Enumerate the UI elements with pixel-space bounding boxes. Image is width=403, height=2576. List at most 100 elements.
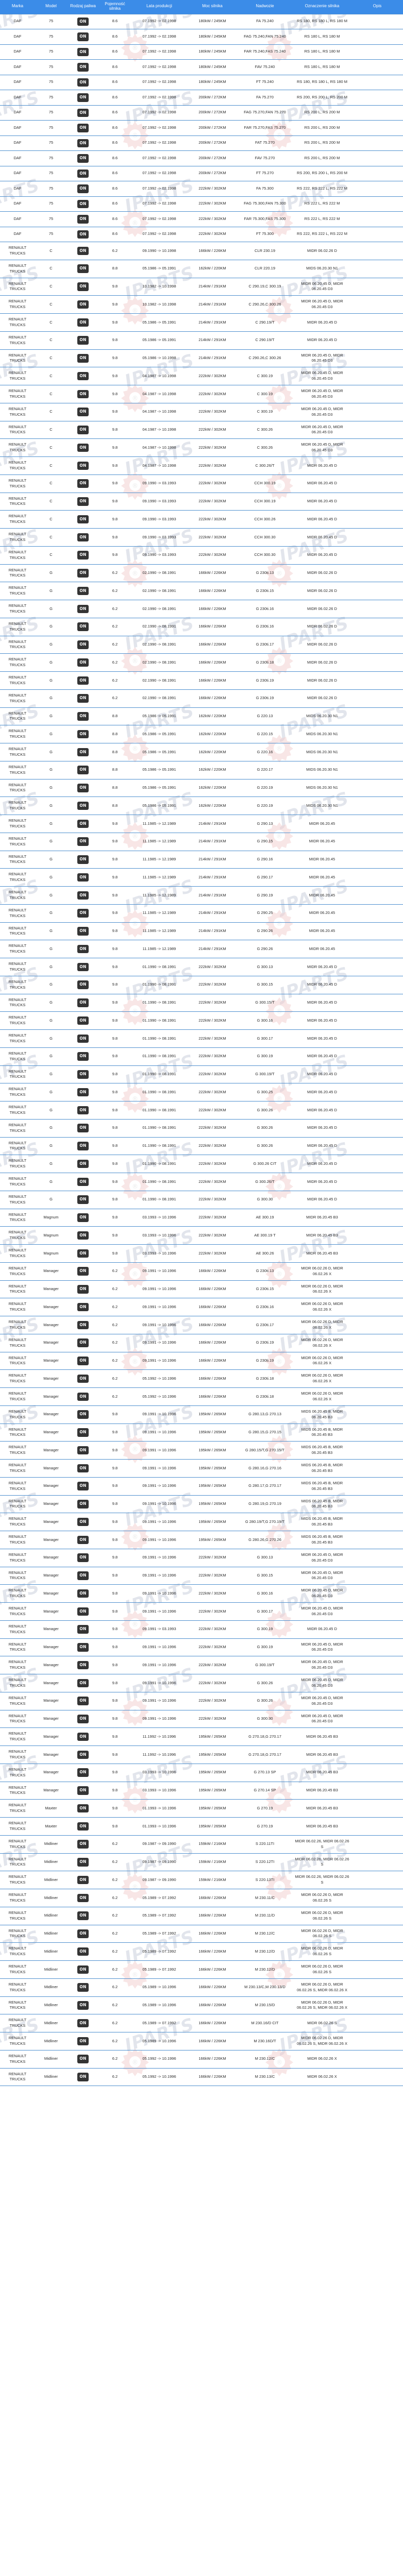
table-row[interactable]: RENAULT TRUCKS C ON 9.8 10.1982 -> 10.1998 21… [0,277,403,296]
column-header-engine[interactable]: Oznaczenie silnika [293,0,351,14]
table-row[interactable]: RENAULT TRUCKS C ON 6.2 09.1990 -> 10.1998 16… [0,242,403,260]
table-row[interactable]: RENAULT TRUCKS C ON 9.8 05.1986 -> 05.1991 21… [0,331,403,350]
table-row[interactable]: RENAULT TRUCKS Midliner ON 6.2 09.1987 -> 09… [0,1835,403,1854]
table-row[interactable]: RENAULT TRUCKS Manager ON 9.8 09.1991 -> 10.… [0,1709,403,1728]
table-row[interactable]: RENAULT TRUCKS Manager ON 6.2 05.1992 -> 10.… [0,1387,403,1406]
table-row[interactable]: RENAULT TRUCKS G ON 9.8 01.1990 -> 08.1991 22… [0,958,403,976]
table-row[interactable]: RENAULT TRUCKS G ON 6.2 02.1990 -> 08.1991 16… [0,582,403,601]
table-row[interactable]: RENAULT TRUCKS G ON 9.8 11.1985 -> 12.1989 21… [0,922,403,941]
table-row[interactable]: RENAULT TRUCKS Manager ON 9.8 09.1991 -> 10.… [0,1638,403,1657]
table-row[interactable]: RENAULT TRUCKS Manager ON 9.8 09.1991 -> 10.… [0,1691,403,1710]
table-row[interactable]: RENAULT TRUCKS Manager ON 9.8 09.1991 -> 10.… [0,1423,403,1442]
table-row[interactable]: RENAULT TRUCKS Midliner ON 6.2 05.1992 -> 10… [0,2049,403,2069]
table-row[interactable]: RENAULT TRUCKS G ON 9.8 01.1990 -> 08.1991 22… [0,1190,403,1209]
table-row[interactable]: DAF 75 ON 8.6 07.1992 -> 02.1998 200kW / 272K… [0,165,403,182]
column-header-years[interactable]: Lata produkcji [131,0,188,14]
table-row[interactable]: RENAULT TRUCKS G ON 8.8 05.1986 -> 05.1991 16… [0,796,403,816]
table-row[interactable]: RENAULT TRUCKS Midliner ON 6.2 05.1989 -> 10… [0,1996,403,2015]
table-row[interactable]: RENAULT TRUCKS G ON 6.2 02.1990 -> 08.1991 16… [0,600,403,618]
table-row[interactable]: RENAULT TRUCKS Manager ON 6.2 09.1991 -> 10.… [0,1262,403,1281]
table-row[interactable]: RENAULT TRUCKS G ON 9.8 11.1985 -> 12.1989 21… [0,815,403,833]
table-row[interactable]: RENAULT TRUCKS Manager ON 9.8 03.1993 -> 10.… [0,1763,403,1782]
table-row[interactable]: RENAULT TRUCKS Manager ON 9.8 11.1992 -> 10.… [0,1745,403,1764]
table-row[interactable]: RENAULT TRUCKS G ON 9.8 01.1990 -> 08.1991 22… [0,1011,403,1030]
table-row[interactable]: DAF 75 ON 8.6 07.1992 -> 02.1998 180kW / 245K… [0,59,403,75]
column-header-body[interactable]: Nadwozie [237,0,293,14]
table-row[interactable]: DAF 75 ON 8.6 07.1992 -> 02.1998 222kW / 302K… [0,211,403,227]
table-row[interactable]: RENAULT TRUCKS G ON 9.8 01.1990 -> 08.1991 22… [0,1029,403,1048]
table-row[interactable]: RENAULT TRUCKS Maxter ON 9.8 01.1993 -> 10.1… [0,1817,403,1836]
table-row[interactable]: RENAULT TRUCKS G ON 6.2 02.1990 -> 08.1991 16… [0,671,403,690]
table-row[interactable]: RENAULT TRUCKS Manager ON 6.2 09.1991 -> 10.… [0,1280,403,1299]
table-row[interactable]: RENAULT TRUCKS Manager ON 9.8 09.1991 -> 10.… [0,1674,403,1692]
table-row[interactable]: RENAULT TRUCKS Manager ON 6.2 09.1991 -> 10.… [0,1333,403,1352]
table-row[interactable]: RENAULT TRUCKS G ON 8.8 05.1986 -> 05.1991 16… [0,778,403,798]
table-row[interactable]: RENAULT TRUCKS Midliner ON 6.2 05.1989 -> 07… [0,1906,403,1925]
table-row[interactable]: RENAULT TRUCKS C ON 8.8 05.1986 -> 05.1991 16… [0,259,403,278]
table-row[interactable]: RENAULT TRUCKS C ON 9.8 04.1987 -> 10.1998 22… [0,456,403,475]
table-row[interactable]: RENAULT TRUCKS Magnum ON 9.8 03.1993 -> 10.1… [0,1244,403,1263]
table-row[interactable]: RENAULT TRUCKS Manager ON 9.8 09.1991 -> 10.… [0,1656,403,1675]
table-row[interactable]: RENAULT TRUCKS C ON 9.8 09.1990 -> 03.1993 22… [0,510,403,529]
table-row[interactable]: DAF 75 ON 8.6 07.1992 -> 02.1998 222kW / 302K… [0,196,403,212]
table-row[interactable]: RENAULT TRUCKS G ON 9.8 11.1985 -> 12.1989 21… [0,832,403,851]
table-row[interactable]: RENAULT TRUCKS G ON 6.2 02.1990 -> 08.1991 16… [0,653,403,672]
table-row[interactable]: RENAULT TRUCKS Manager ON 9.8 09.1991 -> 10.… [0,1531,403,1549]
table-row[interactable]: RENAULT TRUCKS Manager ON 9.8 09.1991 -> 10.… [0,1405,403,1424]
table-row[interactable]: RENAULT TRUCKS C ON 9.8 09.1990 -> 03.1993 22… [0,546,403,565]
table-row[interactable]: RENAULT TRUCKS G ON 6.2 02.1990 -> 08.1991 16… [0,617,403,636]
table-row[interactable]: RENAULT TRUCKS Midliner ON 6.2 05.1989 -> 07… [0,1889,403,1907]
table-row[interactable]: RENAULT TRUCKS Manager ON 9.8 09.1991 -> 10.… [0,1602,403,1621]
table-row[interactable]: RENAULT TRUCKS Midliner ON 6.2 05.1989 -> 07… [0,1960,403,1979]
table-row[interactable]: RENAULT TRUCKS Manager ON 9.8 09.1991 -> 03.… [0,1620,403,1639]
table-row[interactable]: RENAULT TRUCKS G ON 9.8 11.1985 -> 12.1989 21… [0,850,403,869]
table-row[interactable]: RENAULT TRUCKS C ON 9.8 04.1987 -> 10.1998 22… [0,438,403,457]
table-row[interactable]: RENAULT TRUCKS G ON 9.8 01.1990 -> 08.1991 22… [0,993,403,1012]
table-row[interactable]: RENAULT TRUCKS Manager ON 9.8 09.1991 -> 10.… [0,1477,403,1496]
table-row[interactable]: RENAULT TRUCKS G ON 9.8 01.1990 -> 08.1991 22… [0,975,403,994]
table-row[interactable]: RENAULT TRUCKS Manager ON 9.8 09.1991 -> 10.… [0,1548,403,1567]
table-row[interactable]: RENAULT TRUCKS G ON 6.2 02.1990 -> 08.1991 16… [0,689,403,708]
table-row[interactable]: RENAULT TRUCKS G ON 9.8 01.1990 -> 08.1991 22… [0,1173,403,1191]
table-row[interactable]: RENAULT TRUCKS Manager ON 9.8 09.1991 -> 10.… [0,1459,403,1478]
table-row[interactable]: RENAULT TRUCKS Midliner ON 6.2 09.1987 -> 09… [0,1871,403,1890]
table-row[interactable]: DAF 75 ON 8.6 07.1992 -> 02.1998 180kW / 245K… [0,74,403,91]
table-row[interactable]: RENAULT TRUCKS Manager ON 9.8 03.1993 -> 10.… [0,1781,403,1800]
table-row[interactable]: RENAULT TRUCKS G ON 8.8 05.1986 -> 05.1991 16… [0,725,403,744]
table-row[interactable]: RENAULT TRUCKS Manager ON 6.2 09.1991 -> 10.… [0,1351,403,1370]
table-row[interactable]: RENAULT TRUCKS G ON 6.2 02.1990 -> 08.1991 16… [0,635,403,654]
table-row[interactable]: RENAULT TRUCKS G ON 8.8 05.1986 -> 05.1991 16… [0,760,403,779]
table-row[interactable]: RENAULT TRUCKS Manager ON 9.8 09.1991 -> 10.… [0,1441,403,1460]
table-row[interactable]: RENAULT TRUCKS Maxter ON 9.8 01.1993 -> 10.1… [0,1799,403,1818]
table-row[interactable]: RENAULT TRUCKS C ON 9.8 10.1982 -> 10.1998 21… [0,295,403,314]
table-row[interactable]: DAF 75 ON 8.6 07.1992 -> 02.1998 180kW / 245K… [0,13,403,30]
table-row[interactable]: RENAULT TRUCKS Midliner ON 6.2 05.1989 -> 07… [0,2014,403,2033]
table-row[interactable]: RENAULT TRUCKS Manager ON 6.2 05.1992 -> 10.… [0,1369,403,1388]
table-row[interactable]: RENAULT TRUCKS G ON 9.8 01.1990 -> 08.1991 22… [0,1065,403,1084]
table-row[interactable]: RENAULT TRUCKS Manager ON 6.2 09.1991 -> 10.… [0,1316,403,1334]
table-row[interactable]: RENAULT TRUCKS G ON 9.8 01.1990 -> 08.1991 22… [0,1047,403,1066]
column-header-marka[interactable]: Marka [0,0,35,14]
table-row[interactable]: RENAULT TRUCKS C ON 9.8 09.1990 -> 03.1993 22… [0,474,403,493]
table-row[interactable]: RENAULT TRUCKS Midliner ON 6.2 05.1989 -> 07… [0,1924,403,1943]
table-row[interactable]: RENAULT TRUCKS G ON 9.8 01.1990 -> 08.1991 22… [0,1155,403,1174]
column-header-model[interactable]: Model [35,0,67,14]
table-row[interactable]: RENAULT TRUCKS G ON 9.8 01.1990 -> 08.1991 22… [0,1137,403,1156]
table-row[interactable]: RENAULT TRUCKS Magnum ON 9.8 03.1993 -> 10.1… [0,1226,403,1245]
table-row[interactable]: RENAULT TRUCKS C ON 9.8 09.1990 -> 03.1993 22… [0,492,403,511]
table-row[interactable]: RENAULT TRUCKS G ON 9.8 01.1990 -> 08.1991 22… [0,1083,403,1102]
table-row[interactable]: RENAULT TRUCKS G ON 9.8 11.1985 -> 12.1989 21… [0,940,403,959]
table-row[interactable]: DAF 75 ON 8.6 07.1992 -> 02.1998 200kW / 272K… [0,120,403,136]
table-row[interactable]: RENAULT TRUCKS Manager ON 9.8 09.1991 -> 10.… [0,1584,403,1603]
table-row[interactable]: DAF 75 ON 8.6 07.1992 -> 02.1998 200kW / 272K… [0,90,403,106]
table-row[interactable]: DAF 75 ON 8.6 07.1992 -> 02.1998 200kW / 272K… [0,105,403,121]
table-row[interactable]: DAF 75 ON 8.6 07.1992 -> 02.1998 200kW / 272K… [0,135,403,151]
table-row[interactable]: RENAULT TRUCKS C ON 9.8 04.1987 -> 10.1998 22… [0,367,403,386]
table-row[interactable]: DAF 75 ON 8.6 07.1992 -> 02.1998 222kW / 302K… [0,226,403,243]
table-row[interactable]: RENAULT TRUCKS G ON 9.8 11.1985 -> 12.1989 21… [0,886,403,905]
table-row[interactable]: RENAULT TRUCKS Manager ON 9.8 09.1991 -> 10.… [0,1495,403,1514]
table-row[interactable]: RENAULT TRUCKS Midliner ON 6.2 05.1989 -> 10… [0,2032,403,2050]
table-row[interactable]: RENAULT TRUCKS G ON 9.8 11.1985 -> 12.1989 21… [0,904,403,923]
column-header-desc[interactable]: Opis [351,0,403,14]
column-header-fuel[interactable]: Rodzaj paliwa [67,0,99,14]
